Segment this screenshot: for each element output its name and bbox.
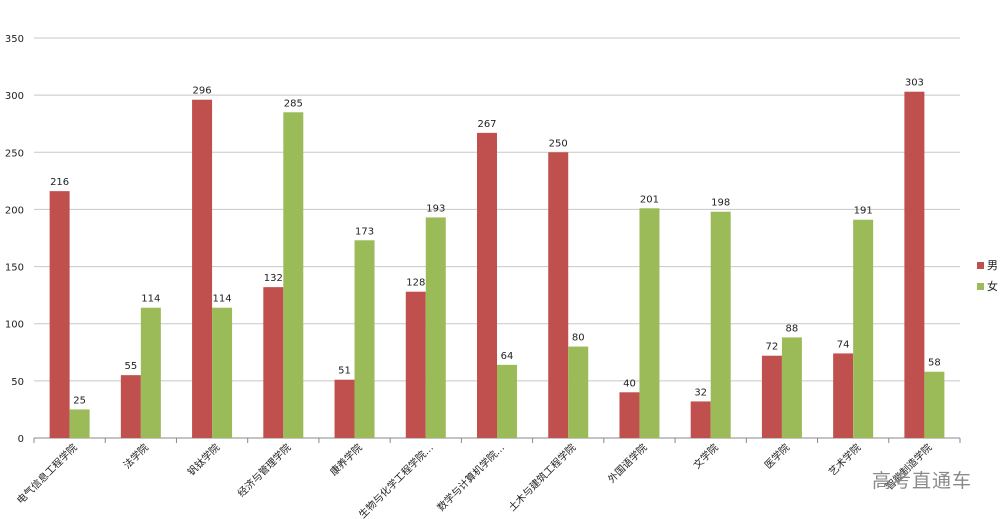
bar-female	[639, 208, 660, 438]
bar-female	[425, 217, 446, 438]
bar-female	[781, 337, 802, 438]
legend-swatch	[977, 262, 984, 269]
data-label: 88	[786, 323, 799, 334]
data-label: 64	[501, 351, 514, 362]
bar-female	[568, 346, 589, 438]
x-category-label: 医学院	[762, 441, 792, 471]
data-labels: 216 25 55 114 296 114 132 285 51 173 128 193 267 64 25…	[50, 78, 941, 407]
y-tick-label: 200	[5, 205, 24, 216]
bar-female	[283, 112, 304, 439]
data-label: 74	[837, 339, 850, 350]
data-label: 114	[141, 294, 160, 305]
bar-female	[354, 240, 375, 438]
bar-male	[120, 375, 141, 438]
data-label: 303	[905, 78, 924, 89]
y-axis: 0 50 100 150 200 250 300 350	[5, 34, 24, 445]
data-label: 132	[264, 273, 283, 284]
data-label: 32	[694, 387, 707, 398]
bar-male	[192, 99, 213, 438]
data-label: 128	[406, 278, 425, 289]
bar-male	[761, 355, 782, 438]
x-category-label: 外国语学院	[605, 441, 650, 486]
bar-male	[690, 401, 711, 438]
bar-male	[619, 392, 640, 438]
x-category-label: 钒钛学院	[185, 441, 222, 478]
x-category-label: 经济与管理学院	[235, 441, 294, 500]
y-tick-label: 50	[11, 377, 24, 388]
data-label: 40	[623, 378, 636, 389]
data-label: 72	[766, 342, 779, 353]
data-label: 25	[73, 395, 86, 406]
bar-male	[548, 152, 569, 439]
watermark: 高考直通车	[871, 470, 972, 492]
bar-male	[334, 379, 355, 438]
bar-male	[49, 191, 70, 438]
bar-female	[710, 211, 731, 438]
data-label: 198	[711, 198, 730, 209]
bar-male	[263, 287, 284, 438]
data-label: 285	[284, 98, 303, 109]
legend-swatch	[977, 283, 984, 290]
bar-female	[853, 219, 874, 438]
data-label: 191	[854, 206, 873, 217]
y-tick-label: 300	[5, 91, 24, 102]
bar-female	[497, 364, 517, 438]
data-label: 58	[928, 358, 941, 369]
x-category-label: 康养学院	[327, 441, 364, 478]
bar-female	[924, 371, 945, 438]
x-category-label: 文学院	[690, 441, 720, 471]
data-label: 193	[426, 203, 445, 214]
y-tick-label: 150	[5, 263, 24, 274]
data-label: 201	[640, 194, 659, 205]
data-label: 80	[572, 333, 585, 344]
y-tick-label: 0	[18, 434, 24, 445]
data-label: 173	[355, 226, 374, 237]
bar-female	[212, 307, 233, 438]
y-tick-label: 100	[5, 320, 24, 331]
bar-male	[904, 91, 925, 438]
data-label: 250	[549, 138, 568, 149]
bars	[49, 91, 945, 439]
data-label: 114	[213, 294, 232, 305]
x-category-label: 法学院	[121, 441, 151, 471]
data-label: 296	[193, 86, 212, 97]
x-category-label: 生物与化学工程学院…	[356, 441, 436, 519]
data-label: 51	[338, 366, 351, 377]
legend-label: 男	[987, 259, 998, 272]
x-category-label: 土木与建筑工程学院	[506, 441, 579, 514]
x-category-label: 数学与计算机学院…	[434, 441, 507, 514]
legend: 男女	[977, 259, 998, 293]
bar-male	[405, 291, 426, 438]
data-label: 267	[477, 119, 496, 130]
bar-female	[140, 307, 161, 438]
data-label: 55	[124, 361, 137, 372]
x-category-label: 艺术学院	[826, 441, 863, 478]
bar-male	[477, 132, 497, 438]
bar-male	[833, 353, 854, 438]
x-category-label: 电气信息工程学院	[14, 441, 80, 507]
data-label: 216	[50, 177, 69, 188]
bar-female	[69, 409, 90, 438]
y-tick-label: 250	[5, 148, 24, 159]
legend-label: 女	[987, 279, 998, 293]
y-tick-label: 350	[5, 34, 24, 45]
